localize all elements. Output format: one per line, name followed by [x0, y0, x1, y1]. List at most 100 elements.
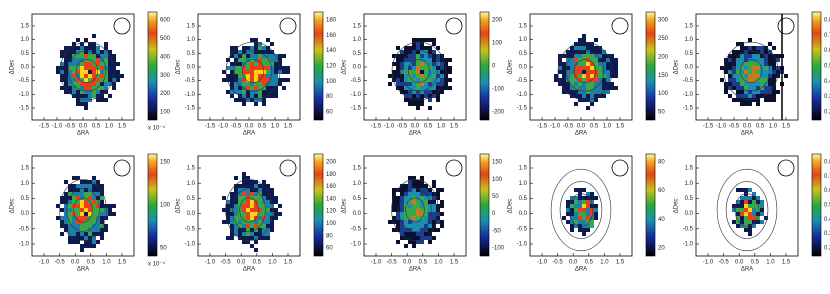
map-pixel — [100, 90, 104, 94]
map-pixel — [736, 188, 740, 192]
map-pixel — [258, 216, 262, 220]
map-pixel — [594, 204, 598, 208]
map-pixel — [582, 50, 586, 54]
beam — [279, 17, 297, 35]
map-pixel — [226, 208, 230, 212]
map-pixel — [262, 192, 266, 196]
map-pixel — [234, 54, 238, 58]
map-pixel — [246, 50, 250, 54]
map-pixel — [274, 66, 278, 70]
map-pixel — [396, 74, 400, 78]
map-pixel — [444, 74, 448, 78]
map-pixel — [84, 58, 88, 62]
contour — [405, 197, 425, 223]
map-pixel — [578, 188, 582, 192]
map-pixel — [416, 50, 420, 54]
map-pixel — [84, 236, 88, 240]
colorbar-tick-label: 100 — [160, 110, 171, 116]
map-pixel — [112, 82, 116, 86]
map-pixel — [84, 74, 88, 78]
map-pixel — [396, 224, 400, 228]
map-pixel — [388, 82, 392, 86]
map-pixel — [574, 220, 578, 224]
map-pixel — [412, 102, 416, 106]
contour — [239, 197, 259, 223]
map-pixel — [740, 46, 744, 50]
map-pixel — [254, 54, 258, 58]
map-pixel — [222, 220, 226, 224]
map-pixel — [238, 66, 242, 70]
map-pixel — [424, 236, 428, 240]
map-pixel — [100, 98, 104, 102]
map-pixel — [614, 62, 618, 66]
map-pixel — [428, 66, 432, 70]
map-pixel — [64, 58, 68, 62]
y-tick-label: 0.0 — [519, 211, 528, 217]
map-pixel — [392, 188, 396, 192]
map-pixel — [246, 204, 250, 208]
map-pixel — [408, 240, 412, 244]
map-pixel — [104, 216, 108, 220]
map-pixel — [286, 70, 290, 74]
map-pixel — [432, 204, 436, 208]
map-pixel — [242, 216, 246, 220]
map-pixel — [404, 86, 408, 90]
map-pixel — [570, 224, 574, 228]
map-pixel — [60, 224, 64, 228]
map-pixel — [428, 236, 432, 240]
map-pixel — [242, 50, 246, 54]
map-pixel — [242, 66, 246, 70]
colorbar-tick-label: 0 — [492, 211, 496, 217]
x-tick-label: 0.5 — [756, 124, 765, 130]
map-pixel — [92, 184, 96, 188]
x-tick-label: 0.5 — [590, 124, 599, 130]
y-tick-label: -1.5 — [351, 106, 362, 112]
map-pixel — [278, 204, 282, 208]
map-pixel — [68, 196, 72, 200]
beam — [777, 159, 795, 177]
y-tick-label: 0.0 — [519, 65, 528, 71]
map-pixel — [590, 212, 594, 216]
map-pixel — [246, 94, 250, 98]
map-pixel — [582, 82, 586, 86]
map-pixel — [88, 244, 92, 248]
map-pixel — [562, 216, 566, 220]
map-pixel — [230, 94, 234, 98]
map-pixel — [558, 54, 562, 58]
map-pixel — [578, 74, 582, 78]
map-pixel — [88, 94, 92, 98]
map-pixel — [266, 70, 270, 74]
colorbar-tick-label: 40 — [658, 217, 665, 223]
map-pixel — [234, 82, 238, 86]
map-pixel — [412, 78, 416, 82]
map-pixel — [246, 240, 250, 244]
map-pixel — [72, 220, 76, 224]
beam — [445, 159, 463, 177]
colorbar-tick-label: 100 — [492, 41, 503, 47]
map-pixel — [246, 212, 250, 216]
map-pixel — [404, 58, 408, 62]
panel: -1.5 -1.0 -0.5 0.0 0.5 1.0 1.5ΔRA1.51.00.50.0-… — [674, 11, 830, 137]
map-pixel — [574, 216, 578, 220]
map-pixel — [76, 204, 80, 208]
map-pixel — [258, 66, 262, 70]
map-pixel — [748, 50, 752, 54]
map-pixel — [104, 58, 108, 62]
map-pixel — [404, 62, 408, 66]
map-pixel — [756, 90, 760, 94]
map-pixel — [408, 58, 412, 62]
x-axis-label: ΔRA — [741, 131, 753, 137]
colorbar-tick-label: 300 — [658, 18, 669, 24]
map-pixel — [570, 70, 574, 74]
map-pixel — [764, 58, 768, 62]
map-pixel — [428, 50, 432, 54]
map-pixel — [396, 70, 400, 74]
map-pixel — [582, 90, 586, 94]
map-pixel — [752, 196, 756, 200]
map-pixel — [586, 90, 590, 94]
map-pixel — [420, 54, 424, 58]
map-pixel — [558, 78, 562, 82]
map-pixel — [226, 200, 230, 204]
map-pixel — [84, 94, 88, 98]
map-pixel — [116, 74, 120, 78]
